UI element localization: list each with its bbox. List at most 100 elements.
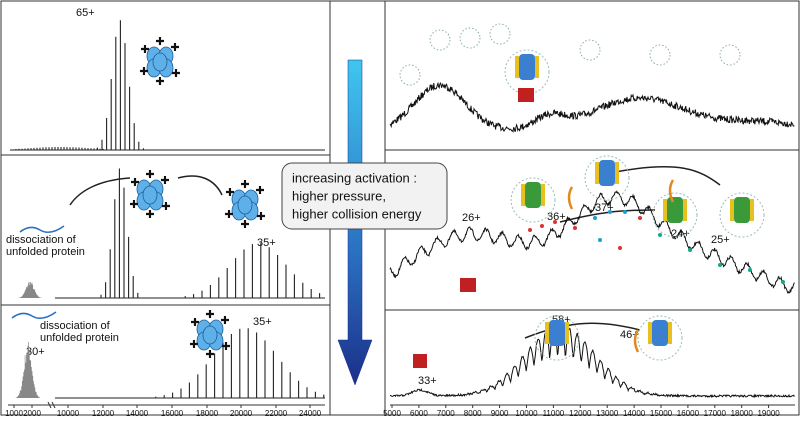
peptide — [567, 186, 574, 210]
arrow — [524, 322, 641, 339]
peak-dot — [781, 280, 785, 284]
complex-body — [734, 197, 750, 223]
peak-dot — [553, 220, 557, 224]
tick-label: 1000 — [5, 409, 23, 418]
charge-mark: ✚ — [171, 68, 180, 80]
subunit — [518, 88, 534, 102]
tick-label: 18000 — [731, 409, 754, 418]
spectrum — [17, 281, 43, 298]
peak-dot — [593, 216, 597, 220]
lipid-patch — [429, 29, 451, 51]
complex-side — [541, 184, 545, 206]
lipid-patch — [719, 44, 741, 66]
box-line: higher pressure, — [292, 188, 386, 203]
protein-subunit — [142, 185, 158, 205]
frame — [0, 0, 800, 416]
peak-dot — [658, 233, 662, 237]
complex-body — [525, 182, 541, 208]
lipid-cloud — [504, 49, 550, 95]
complex-body — [667, 197, 683, 223]
charge-mark: ✚ — [130, 177, 139, 189]
complex-side — [663, 199, 667, 221]
tick-label: 24000 — [299, 409, 322, 418]
charge-mark: ✚ — [161, 201, 170, 213]
spectrum — [10, 20, 325, 151]
unfolded-chain — [19, 225, 65, 233]
complex-body — [652, 320, 668, 346]
charge-label: 33+ — [418, 375, 437, 387]
tick-label: 12000 — [92, 409, 115, 418]
spectrum — [160, 243, 325, 299]
arrow — [614, 165, 721, 186]
tick-label: 8000 — [464, 409, 482, 418]
spectrum — [389, 190, 795, 294]
complex-side — [668, 322, 672, 344]
charge-mark: ✚ — [225, 187, 234, 199]
box-line: increasing activation : — [292, 170, 417, 185]
complex-side — [730, 199, 734, 221]
tick-label: 11000 — [543, 409, 565, 418]
charge-mark: ✚ — [205, 309, 214, 321]
tick-label: 10000 — [57, 409, 80, 418]
protein-subunit — [152, 52, 168, 72]
complex-side — [535, 56, 539, 78]
peak-dot — [573, 226, 577, 230]
charge-mark: ✚ — [205, 349, 214, 361]
complex-side — [565, 322, 569, 344]
charge-mark: ✚ — [129, 199, 138, 211]
charge-mark: ✚ — [139, 66, 148, 78]
lipid-patch — [399, 64, 421, 86]
tick-label: 22000 — [265, 409, 288, 418]
note: dissociation of — [40, 320, 111, 332]
complex-side — [521, 184, 525, 206]
charge-mark: ✚ — [189, 339, 198, 351]
charge-mark: ✚ — [221, 341, 230, 353]
charge-mark: ✚ — [240, 219, 249, 231]
peak-dot — [623, 210, 627, 214]
protein-subunit — [202, 325, 218, 345]
complex-body — [599, 160, 615, 186]
complex-side — [683, 199, 687, 221]
tick-label: 2000 — [23, 409, 41, 418]
tick-label: 12000 — [569, 409, 592, 418]
peak-dot — [688, 248, 692, 252]
tick-label: 14000 — [126, 409, 149, 418]
tick-label: 6000 — [410, 409, 428, 418]
charge-mark: ✚ — [140, 44, 149, 56]
charge-mark: ✚ — [160, 175, 169, 187]
tick-label: 15000 — [650, 409, 673, 418]
peak-dot — [618, 246, 622, 250]
peak-dot — [718, 263, 722, 267]
subunit — [413, 354, 427, 368]
icons: ✚ ✚ ✚ ✚ ✚ ✚ ✚ ✚ ✚ ✚ ✚ ✚ ✚ ✚ ✚ ✚ ✚ ✚ ✚ ✚ ✚ ✚ ✚ ✚ — [11, 23, 765, 368]
spectrum — [15, 342, 41, 398]
lipid-cloud — [534, 315, 580, 361]
tick-label: 20000 — [230, 409, 253, 418]
spectrum — [389, 81, 795, 134]
lipid-patch — [489, 23, 511, 45]
complex-body — [549, 320, 565, 346]
charge-mark: ✚ — [256, 211, 265, 223]
complex-side — [615, 162, 619, 184]
peak-dot — [608, 210, 612, 214]
box-line: higher collision energy — [292, 206, 422, 221]
peak-dot — [748, 268, 752, 272]
charge-mark: ✚ — [155, 36, 164, 48]
charge-mark: ✚ — [255, 185, 264, 197]
lipid-patch — [459, 27, 481, 49]
charge-label: 65+ — [76, 7, 95, 19]
charge-label: 26+ — [462, 212, 481, 224]
complex-side — [545, 322, 549, 344]
complex-side — [515, 56, 519, 78]
lipid-cloud — [510, 177, 556, 223]
box-frame — [281, 162, 448, 230]
note: unfolded protein — [40, 332, 119, 344]
peak-dot — [638, 216, 642, 220]
complex-side — [648, 322, 652, 344]
charge-label: 36+ — [547, 211, 566, 223]
peak-dot — [598, 238, 602, 242]
peak-dot — [528, 228, 532, 232]
charge-mark: ✚ — [190, 317, 199, 329]
protein-subunit — [237, 195, 253, 215]
charge-label: 25+ — [711, 234, 730, 246]
